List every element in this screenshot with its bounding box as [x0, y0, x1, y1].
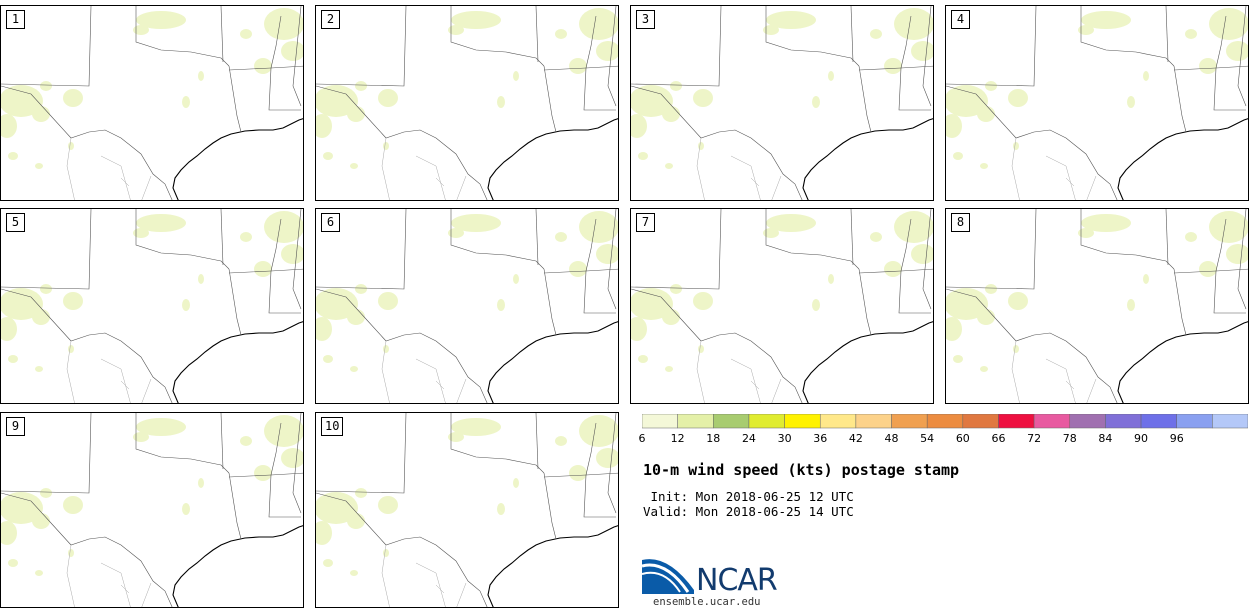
member-label: 8 [951, 213, 970, 232]
colorbar-tick-label: 18 [706, 432, 721, 445]
website-url: ensemble.ucar.edu [653, 596, 761, 608]
valid-time: Valid: Mon 2018-06-25 14 UTC [643, 504, 854, 519]
texas-map [631, 209, 934, 404]
member-label: 5 [6, 213, 25, 232]
colorbar-segment [962, 414, 999, 429]
init-time: Init: Mon 2018-06-25 12 UTC [643, 489, 854, 504]
colorbar-tick-label: 24 [741, 432, 756, 445]
forecast-member-panel: 6 [315, 208, 619, 404]
colorbar-tick-label: 54 [920, 432, 935, 445]
member-label: 2 [321, 10, 340, 29]
colorbar-segment [1140, 414, 1177, 429]
member-label: 6 [321, 213, 340, 232]
texas-map [1, 209, 304, 404]
colorbar-tick-label: 48 [884, 432, 899, 445]
texas-map [631, 6, 934, 201]
texas-map [1, 413, 304, 608]
colorbar-segment [784, 414, 821, 429]
forecast-member-panel: 8 [945, 208, 1249, 404]
texas-map [946, 6, 1249, 201]
texas-map [316, 6, 619, 201]
colorbar-segment [677, 414, 714, 429]
member-label: 10 [321, 417, 344, 436]
ncar-logo-icon [642, 559, 694, 594]
forecast-member-panel: 4 [945, 5, 1249, 201]
member-label: 7 [636, 213, 655, 232]
colorbar-tick-label: 96 [1169, 432, 1184, 445]
colorbar-segment [1033, 414, 1071, 429]
forecast-member-panel: 1 [0, 5, 304, 201]
colorbar-segment [819, 414, 857, 429]
member-label: 3 [636, 10, 655, 29]
colorbar-tick-label: 30 [777, 432, 792, 445]
colorbar-tick-label: 78 [1062, 432, 1077, 445]
colorbar-tick-label: 60 [955, 432, 970, 445]
colorbar-tick-label: 12 [670, 432, 685, 445]
colorbar-segment [642, 414, 678, 429]
forecast-member-panel: 2 [315, 5, 619, 201]
texas-map [946, 209, 1249, 404]
forecast-member-panel: 9 [0, 412, 304, 608]
colorbar-tick-label: 36 [813, 432, 828, 445]
colorbar-segment [713, 414, 750, 429]
colorbar-segment [926, 414, 964, 429]
forecast-member-panel: 5 [0, 208, 304, 404]
chart-title: 10-m wind speed (kts) postage stamp [643, 461, 960, 479]
forecast-member-panel: 7 [630, 208, 934, 404]
colorbar [642, 414, 1248, 429]
colorbar-segment [1176, 414, 1213, 429]
colorbar-segment [1069, 414, 1106, 429]
colorbar-segment [1212, 414, 1248, 429]
colorbar-segment [998, 414, 1035, 429]
colorbar-segment [1105, 414, 1142, 429]
forecast-member-panel: 10 [315, 412, 619, 608]
colorbar-segment [855, 414, 892, 429]
texas-map [1, 6, 304, 201]
colorbar-segment [748, 414, 785, 429]
colorbar-segment [891, 414, 928, 429]
texas-map [316, 413, 619, 608]
member-label: 9 [6, 417, 25, 436]
texas-map [316, 209, 619, 404]
colorbar-tick-label: 84 [1098, 432, 1113, 445]
colorbar-tick-label: 90 [1134, 432, 1149, 445]
forecast-member-panel: 3 [630, 5, 934, 201]
ncar-logo-text: NCAR [696, 563, 778, 598]
member-label: 4 [951, 10, 970, 29]
colorbar-tick-label: 66 [991, 432, 1006, 445]
colorbar-tick-label: 42 [848, 432, 863, 445]
colorbar-tick-label: 72 [1027, 432, 1042, 445]
colorbar-tick-label: 6 [638, 432, 646, 445]
member-label: 1 [6, 10, 25, 29]
